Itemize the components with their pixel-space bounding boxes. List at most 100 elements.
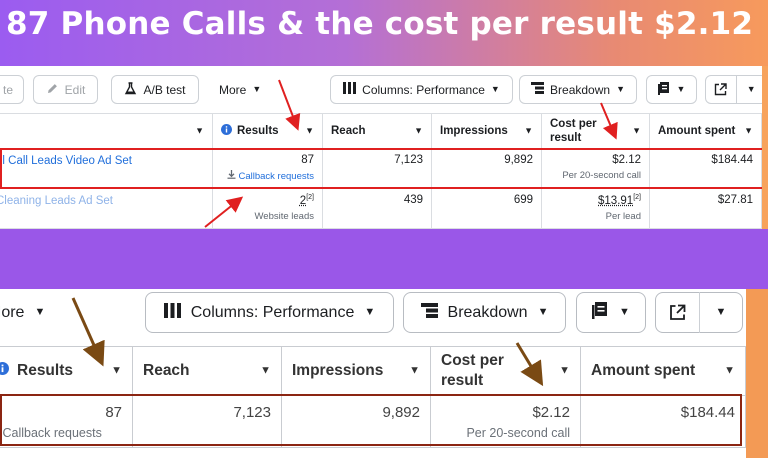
info-icon [0,362,9,380]
ad-set-name-link[interactable]: Cleaning Leads Ad Set [0,195,114,207]
ab-test-button[interactable]: A/B test [111,75,199,104]
caret-down-icon: ▼ [676,84,686,94]
cost-header-label: Cost per result [441,352,504,389]
caret-down-icon: ▼ [252,84,262,94]
edit-button[interactable]: Edit [33,75,98,104]
cost-note: Per 20-second call [466,426,570,440]
caret-down-icon: ▼ [305,125,314,136]
breakdown-label: Breakdown [550,82,611,97]
impressions-value: 9,892 [382,404,420,421]
results-value[interactable]: 2 [299,194,307,207]
reports-dropdown[interactable]: ▼ [576,292,646,333]
impressions-header-label: Impressions [292,362,384,379]
impressions-header-label: Impressions [440,125,508,137]
impressions-cell: 699 [432,189,542,228]
amount-spent-cell: $27.81 [650,189,762,228]
impressions-cell: 9,892 [432,149,542,188]
name-column-header[interactable]: ▼ [0,114,213,148]
results-type[interactable]: Callback requests [0,426,122,440]
amount-spent-column-header[interactable]: Amount spent ▼ [581,347,746,395]
table-header: Results ▼ Reach ▼ Impressions ▼ Cost per… [0,346,746,396]
cost-per-result-column-header[interactable]: Cost per result ▼ [431,347,581,395]
impressions-column-header[interactable]: Impressions ▼ [432,114,542,148]
amount-header-label: Amount spent [591,362,696,379]
amount-value: $184.44 [680,404,735,421]
results-footnote: [2] [306,194,314,201]
results-header-label: Results [237,125,279,137]
export-split-button[interactable]: ▼ [705,75,767,104]
caret-down-icon: ▼ [537,306,549,318]
reach-header-label: Reach [143,362,190,379]
cost-value: $2.12 [532,404,570,421]
cost-footnote: [2] [633,194,641,201]
ad-set-name-cell: el Call Leads Video Ad Set [0,149,213,188]
amount-value: $27.81 [717,194,753,206]
more-menu[interactable]: More ▼ [0,292,45,333]
banner-title: 87 Phone Calls & the cost per result $2.… [6,6,754,42]
title-banner: 87 Phone Calls & the cost per result $2.… [0,0,768,66]
cost-note: Per lead [605,210,641,222]
breakdown-dropdown[interactable]: Breakdown ▼ [519,75,637,104]
reach-cell: 439 [323,189,432,228]
caret-down-icon: ▼ [619,306,630,318]
cost-note: Per 20-second call [562,170,641,181]
export-icon[interactable] [656,304,699,321]
reach-column-header[interactable]: Reach ▼ [133,347,282,395]
breakdown-dropdown[interactable]: Breakdown ▼ [403,292,566,333]
results-column-header[interactable]: Results ▼ [213,114,323,148]
impressions-cell: 9,892 [282,396,431,447]
results-column-header[interactable]: Results ▼ [0,347,133,395]
breakdown-label: Breakdown [447,303,528,321]
columns-dropdown[interactable]: Columns: Performance ▼ [145,292,394,333]
reach-cell: 7,123 [323,149,432,188]
edit-label: Edit [64,82,86,97]
reach-column-header[interactable]: Reach ▼ [323,114,432,148]
caret-down-icon: ▼ [34,306,46,318]
caret-down-icon: ▼ [490,84,500,94]
reach-value: 7,123 [394,154,423,166]
export-split-button[interactable]: ▼ [655,292,743,333]
caret-down-icon: ▼ [632,125,641,136]
caret-down-icon: ▼ [111,364,122,377]
caret-down-icon: ▼ [616,84,625,94]
results-header-label: Results [17,362,73,379]
split-divider [735,75,737,104]
caret-down-icon: ▼ [195,125,204,136]
amount-spent-column-header[interactable]: Amount spent ▼ [650,114,762,148]
highlight-box [0,148,764,189]
ad-set-name-link[interactable]: el Call Leads Video Ad Set [0,155,132,167]
more-label: More [219,82,247,97]
breakdown-icon [420,302,438,323]
caret-down-icon: ▼ [364,306,376,318]
cost-value[interactable]: $13.91 [598,194,634,207]
impressions-value: 699 [513,194,533,206]
table-row[interactable]: Cleaning Leads Ad Set 2[2] Website leads… [0,189,762,229]
results-type-label: Callback requests [2,426,102,440]
amount-spent-cell: $184.44 [581,396,746,447]
more-label: More [0,303,25,321]
reports-icon [657,81,671,98]
ab-test-label: A/B test [143,82,186,97]
impressions-value: 9,892 [504,154,533,166]
export-icon[interactable] [706,83,736,96]
more-menu[interactable]: More ▼ [219,75,261,104]
columns-icon [163,302,181,323]
results-type[interactable]: Callback requests [213,170,314,182]
results-value: 87 [105,404,122,421]
ads-manager-panel: te Edit A/B test More ▼ Columns: Perform… [0,66,768,229]
columns-dropdown[interactable]: Columns: Performance ▼ [330,75,513,104]
cost-value: $2.12 [612,154,641,166]
caret-down-icon: ▼ [409,364,420,377]
caret-down-icon[interactable]: ▼ [746,84,756,94]
impressions-column-header[interactable]: Impressions ▼ [282,347,431,395]
results-cell: 87 Callback requests [213,149,323,188]
caret-down-icon[interactable]: ▼ [715,306,727,318]
cost-per-result-column-header[interactable]: Cost per result ▼ [542,114,650,148]
table-row[interactable]: 87 Callback requests 7,123 9,892 $2.12 P… [0,396,746,448]
amount-header-label: Amount spent [658,125,736,137]
amount-value: $184.44 [711,154,753,166]
reach-cell: 7,123 [133,396,282,447]
download-icon [227,170,239,182]
reports-dropdown[interactable]: ▼ [646,75,697,104]
duplicate-button[interactable]: te [0,75,24,104]
